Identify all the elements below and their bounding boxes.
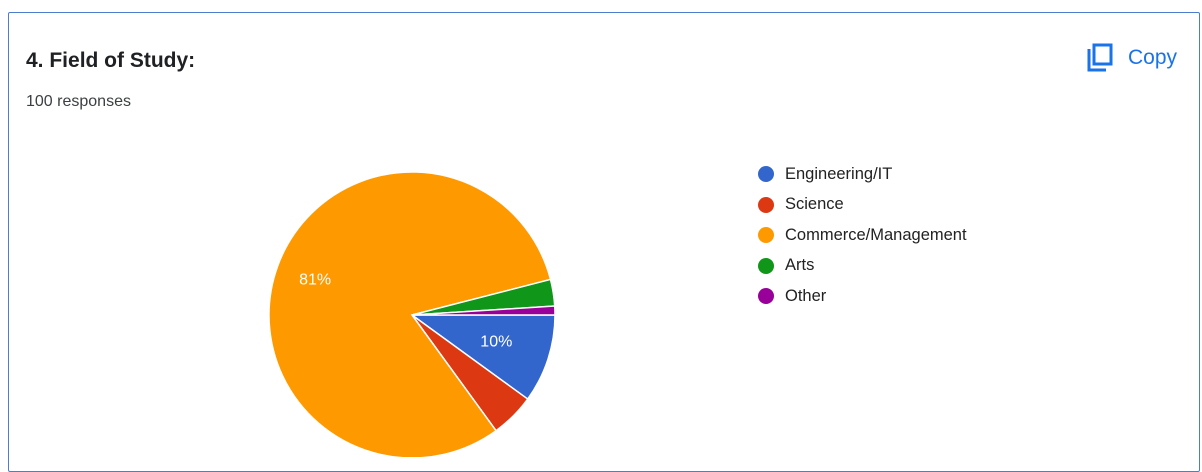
pie-data-label: 10%	[480, 334, 512, 351]
legend-label: Engineering/IT	[785, 164, 893, 183]
copy-button[interactable]: Copy	[1086, 43, 1177, 73]
legend-swatch	[758, 288, 774, 305]
response-count: 100 responses	[26, 93, 131, 110]
copy-icon	[1087, 43, 1113, 72]
legend-swatch	[758, 257, 774, 274]
legend-item[interactable]: Science	[758, 190, 967, 221]
legend-item[interactable]: Engineering/IT	[758, 159, 967, 190]
pie-slice-other[interactable]	[411, 305, 556, 316]
question-title: 4. Field of Study:	[26, 49, 196, 72]
legend-item[interactable]: Commerce/Management	[758, 220, 967, 251]
legend-item[interactable]: Other	[758, 281, 967, 312]
legend-swatch	[758, 227, 774, 244]
chart-legend: Engineering/IT Science Commerce/Management…	[758, 159, 967, 312]
copy-label: Copy	[1127, 46, 1177, 69]
legend-label: Commerce/Management	[785, 225, 967, 244]
legend-swatch	[758, 166, 774, 183]
pie-data-label: 81%	[299, 271, 331, 288]
legend-label: Other	[785, 286, 827, 305]
question-card: 4. Field of Study: 100 responses Copy	[8, 12, 1200, 472]
legend-label: Arts	[785, 256, 815, 275]
pie-chart: 10% 81%	[268, 171, 556, 457]
legend-swatch	[758, 196, 774, 213]
pie-slice-engineering-it[interactable]	[409, 314, 556, 401]
legend-label: Science	[785, 195, 844, 214]
legend-item[interactable]: Arts	[758, 251, 967, 282]
